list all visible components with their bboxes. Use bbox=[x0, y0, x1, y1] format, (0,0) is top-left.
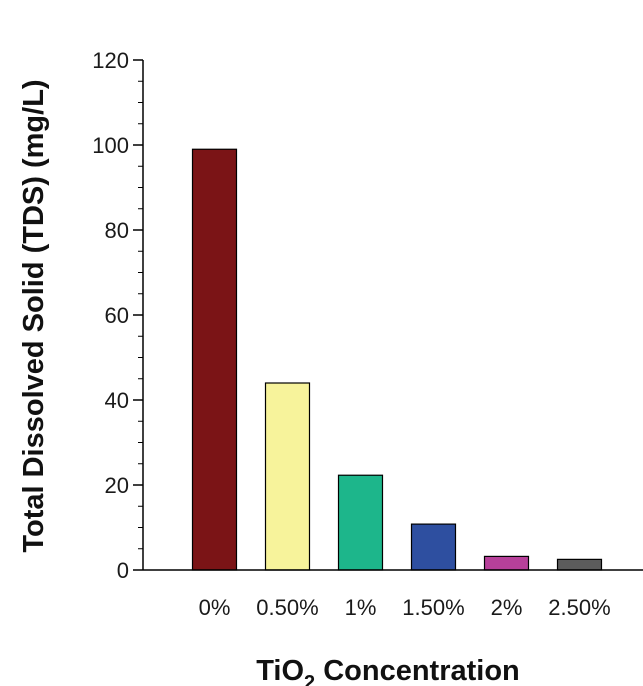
bar-4 bbox=[410, 523, 457, 571]
x-tick-label: 2% bbox=[491, 595, 523, 620]
y-tick-label: 80 bbox=[105, 218, 129, 243]
x-tick-label: 2.50% bbox=[548, 595, 610, 620]
bar-1 bbox=[191, 148, 238, 571]
y-tick-label: 100 bbox=[92, 133, 129, 158]
bar-6 bbox=[556, 558, 603, 571]
y-tick-label: 40 bbox=[105, 388, 129, 413]
y-axis-title: Total Dissolved Solid (TDS) (mg/L) bbox=[18, 79, 50, 552]
bar-5 bbox=[483, 555, 530, 571]
x-tick-label: 0.50% bbox=[256, 595, 318, 620]
y-tick-label: 0 bbox=[117, 558, 129, 583]
bars bbox=[191, 148, 603, 571]
x-axis-title: TiO2 Concentration bbox=[256, 655, 520, 686]
y-tick-label: 20 bbox=[105, 473, 129, 498]
y-axis-tick-labels: 0 20 40 60 80 100 120 bbox=[92, 48, 129, 583]
bar-3 bbox=[337, 474, 384, 571]
x-tick-label: 1% bbox=[345, 595, 377, 620]
x-axis-tick-labels: 0% 0.50% 1% 1.50% 2% 2.50% bbox=[199, 595, 611, 620]
y-tick-label: 60 bbox=[105, 303, 129, 328]
y-axis-major-ticks bbox=[133, 59, 143, 571]
x-tick-label: 1.50% bbox=[402, 595, 464, 620]
bar-2 bbox=[264, 382, 311, 571]
y-tick-label: 120 bbox=[92, 48, 129, 73]
x-tick-label: 0% bbox=[199, 595, 231, 620]
